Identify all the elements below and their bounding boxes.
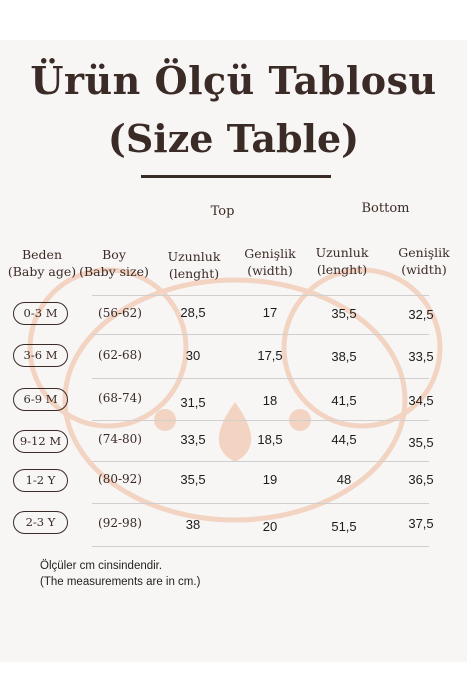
group-header-top: Top <box>210 204 235 219</box>
top-width-value: 18,5 <box>257 432 283 447</box>
bottom-length-value: 35,5 <box>331 306 357 321</box>
row-divider <box>92 334 429 335</box>
bottom-width-value: 35,5 <box>408 435 434 450</box>
page-title: Ürün Ölçü Tablosu <box>30 58 437 103</box>
baby-size: (74-80) <box>98 432 142 446</box>
header-beden: Beden <box>21 247 63 262</box>
column-header-bottom-length: Uzunluk (lenght) <box>308 244 376 278</box>
title-underline <box>141 175 331 178</box>
bottom-width-value: 37,5 <box>408 516 434 531</box>
top-width-value: 17 <box>262 305 278 320</box>
row-divider <box>92 420 429 421</box>
row-divider <box>92 461 429 462</box>
header-top-genislik: Genişlik <box>244 246 296 261</box>
age-badge: 2-3 Y <box>13 511 68 534</box>
row-divider <box>92 546 429 547</box>
header-top-uzunluk: Uzunluk <box>167 249 221 264</box>
top-width-value: 17,5 <box>257 348 283 363</box>
bottom-width-value: 32,5 <box>408 307 434 322</box>
top-length-value: 35,5 <box>180 472 206 487</box>
header-top-lenght: (lenght) <box>168 266 220 281</box>
group-header-bottom: Bottom <box>361 201 410 216</box>
baby-size: (92-98) <box>98 516 142 530</box>
bottom-width-value: 34,5 <box>408 393 434 408</box>
column-header-top-width: Genişlik (width) <box>236 245 304 279</box>
bottom-width-value: 33,5 <box>408 349 434 364</box>
header-baby-size: (Baby size) <box>79 264 149 279</box>
note-turkish: Ölçüler cm cinsindendir. <box>40 560 163 572</box>
column-header-age: Beden (Baby age) <box>2 246 82 280</box>
header-boy: Boy <box>102 247 126 262</box>
bottom-length-value: 44,5 <box>331 432 357 447</box>
top-width-value: 19 <box>262 472 278 487</box>
column-header-bottom-width: Genişlik (width) <box>390 244 458 278</box>
header-baby-age: (Baby age) <box>7 264 77 279</box>
age-badge: 1-2 Y <box>13 469 68 492</box>
header-bottom-width: (width) <box>401 262 447 277</box>
header-bottom-uzunluk: Uzunluk <box>315 245 369 260</box>
column-header-size: Boy (Baby size) <box>77 246 151 280</box>
header-bottom-lenght: (lenght) <box>316 262 368 277</box>
row-divider <box>92 378 429 379</box>
top-width-value: 18 <box>262 393 278 408</box>
column-header-top-length: Uzunluk (lenght) <box>160 248 228 282</box>
bottom-length-value: 41,5 <box>331 393 357 408</box>
baby-size: (56-62) <box>98 306 142 320</box>
note-english: (The measurements are in cm.) <box>40 576 201 588</box>
top-width-value: 20 <box>262 519 278 534</box>
age-badge: 9-12 M <box>13 430 68 453</box>
baby-size: (80-92) <box>98 472 142 486</box>
age-badge: 6-9 M <box>13 388 68 411</box>
bottom-length-value: 38,5 <box>331 349 357 364</box>
top-length-value: 38 <box>185 517 201 532</box>
baby-size: (62-68) <box>98 348 142 362</box>
top-length-value: 33,5 <box>180 432 206 447</box>
page-subtitle: (Size Table) <box>107 116 360 161</box>
row-divider <box>92 503 429 504</box>
age-badge: 3-6 M <box>13 344 68 367</box>
baby-size: (68-74) <box>98 391 142 405</box>
top-length-value: 30 <box>185 348 201 363</box>
header-bottom-genislik: Genişlik <box>398 245 450 260</box>
bottom-length-value: 48 <box>336 472 352 487</box>
top-length-value: 28,5 <box>180 305 206 320</box>
bottom-length-value: 51,5 <box>331 519 357 534</box>
bottom-width-value: 36,5 <box>408 472 434 487</box>
row-divider <box>92 295 429 296</box>
header-top-width: (width) <box>247 263 293 278</box>
age-badge: 0-3 M <box>13 302 68 325</box>
top-length-value: 31,5 <box>180 395 206 410</box>
